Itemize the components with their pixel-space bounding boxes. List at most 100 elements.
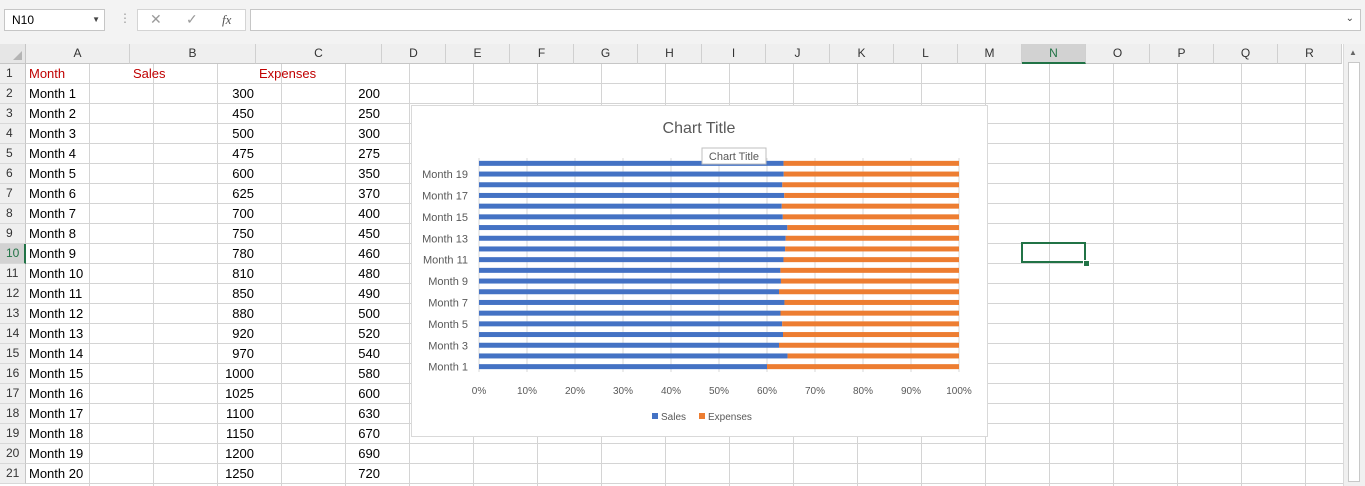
row-header-9[interactable]: 9 xyxy=(0,224,26,244)
data-cell[interactable]: Month 13 xyxy=(29,326,84,341)
data-cell[interactable]: 490 xyxy=(358,286,380,301)
data-cell[interactable]: Month 16 xyxy=(29,386,84,401)
data-cell[interactable]: Month 12 xyxy=(29,306,84,321)
data-cell[interactable]: 625 xyxy=(232,186,254,201)
row-header-21[interactable]: 21 xyxy=(0,464,26,484)
row-header-12[interactable]: 12 xyxy=(0,284,26,304)
column-header-l[interactable]: L xyxy=(894,44,958,64)
data-cell[interactable]: Month 17 xyxy=(29,406,84,421)
column-header-k[interactable]: K xyxy=(830,44,894,64)
data-cell[interactable]: 700 xyxy=(232,206,254,221)
data-cell[interactable]: 600 xyxy=(232,166,254,181)
row-header-4[interactable]: 4 xyxy=(0,124,26,144)
data-cell[interactable]: 300 xyxy=(232,86,254,101)
data-cell[interactable]: 880 xyxy=(232,306,254,321)
data-cell[interactable]: Month 3 xyxy=(29,126,76,141)
scrollbar-thumb[interactable] xyxy=(1348,62,1360,482)
data-cell[interactable]: 600 xyxy=(358,386,380,401)
row-header-5[interactable]: 5 xyxy=(0,144,26,164)
name-box[interactable]: N10 ▼ xyxy=(4,9,105,31)
scroll-up-icon[interactable]: ▲ xyxy=(1349,48,1357,57)
data-cell[interactable]: 1250 xyxy=(225,466,254,481)
data-cell[interactable]: Month 18 xyxy=(29,426,84,441)
column-header-d[interactable]: D xyxy=(382,44,446,64)
column-header-b[interactable]: B xyxy=(130,44,256,64)
data-cell[interactable]: Month 11 xyxy=(29,286,83,301)
data-cell[interactable]: 450 xyxy=(232,106,254,121)
select-all-button[interactable] xyxy=(0,44,26,64)
active-cell[interactable] xyxy=(1021,242,1086,263)
row-header-14[interactable]: 14 xyxy=(0,324,26,344)
fill-handle[interactable] xyxy=(1083,260,1090,267)
data-cell[interactable]: 350 xyxy=(358,166,380,181)
data-cell[interactable]: 1200 xyxy=(225,446,254,461)
data-cell[interactable]: Month 7 xyxy=(29,206,76,221)
header-cell[interactable]: Sales xyxy=(133,66,166,81)
data-cell[interactable]: Month 1 xyxy=(29,86,76,101)
column-header-r[interactable]: R xyxy=(1278,44,1342,64)
cancel-icon[interactable]: ✕ xyxy=(150,11,162,27)
data-cell[interactable]: 480 xyxy=(358,266,380,281)
row-header-11[interactable]: 11 xyxy=(0,264,26,284)
row-header-1[interactable]: 1 xyxy=(0,64,26,84)
row-header-16[interactable]: 16 xyxy=(0,364,26,384)
column-header-h[interactable]: H xyxy=(638,44,702,64)
column-header-c[interactable]: C xyxy=(256,44,382,64)
data-cell[interactable]: 780 xyxy=(232,246,254,261)
row-header-2[interactable]: 2 xyxy=(0,84,26,104)
data-cell[interactable]: 1100 xyxy=(226,406,254,421)
row-header-13[interactable]: 13 xyxy=(0,304,26,324)
data-cell[interactable]: 690 xyxy=(358,446,380,461)
data-cell[interactable]: 200 xyxy=(358,86,380,101)
row-header-20[interactable]: 20 xyxy=(0,444,26,464)
data-cell[interactable]: 500 xyxy=(232,126,254,141)
data-cell[interactable]: 1150 xyxy=(226,426,254,441)
data-cell[interactable]: Month 8 xyxy=(29,226,76,241)
data-cell[interactable]: Month 2 xyxy=(29,106,76,121)
row-header-15[interactable]: 15 xyxy=(0,344,26,364)
data-cell[interactable]: Month 9 xyxy=(29,246,76,261)
column-header-m[interactable]: M xyxy=(958,44,1022,64)
column-header-n[interactable]: N xyxy=(1022,44,1086,64)
data-cell[interactable]: 450 xyxy=(358,226,380,241)
data-cell[interactable]: 540 xyxy=(358,346,380,361)
data-cell[interactable]: 460 xyxy=(358,246,380,261)
data-cell[interactable]: 275 xyxy=(358,146,380,161)
chart[interactable]: 0% 10% 20% 30% 40% 50% 60% 70% 80% 90% 100% Month 1… xyxy=(411,105,988,437)
column-header-q[interactable]: Q xyxy=(1214,44,1278,64)
column-header-a[interactable]: A xyxy=(26,44,130,64)
data-cell[interactable]: 580 xyxy=(358,366,380,381)
data-cell[interactable]: 500 xyxy=(358,306,380,321)
row-header-10[interactable]: 10 xyxy=(0,244,26,264)
data-cell[interactable]: 720 xyxy=(358,466,380,481)
formula-input[interactable]: ⌄ xyxy=(250,9,1361,31)
data-cell[interactable]: Month 19 xyxy=(29,446,84,461)
data-cell[interactable]: 520 xyxy=(358,326,380,341)
data-cell[interactable]: 300 xyxy=(358,126,380,141)
column-header-o[interactable]: O xyxy=(1086,44,1150,64)
data-cell[interactable]: 370 xyxy=(358,186,380,201)
data-cell[interactable]: Month 15 xyxy=(29,366,84,381)
expand-formula-icon[interactable]: ⌄ xyxy=(1345,13,1354,24)
header-cell[interactable]: Month xyxy=(29,66,66,81)
column-header-f[interactable]: F xyxy=(510,44,574,64)
column-header-e[interactable]: E xyxy=(446,44,510,64)
drag-handle-icon[interactable]: ⋮ xyxy=(119,11,131,25)
header-cell[interactable]: Expenses xyxy=(259,66,317,81)
data-cell[interactable]: Month 20 xyxy=(29,466,84,481)
row-header-18[interactable]: 18 xyxy=(0,404,26,424)
row-header-8[interactable]: 8 xyxy=(0,204,26,224)
row-header-19[interactable]: 19 xyxy=(0,424,26,444)
column-header-j[interactable]: J xyxy=(766,44,830,64)
function-icon[interactable]: fx xyxy=(222,12,232,27)
data-cell[interactable]: 630 xyxy=(358,406,380,421)
data-cell[interactable]: 250 xyxy=(358,106,380,121)
data-cell[interactable]: Month 5 xyxy=(29,166,76,181)
chevron-down-icon[interactable]: ▼ xyxy=(92,15,100,24)
data-cell[interactable]: 400 xyxy=(358,206,380,221)
data-cell[interactable]: 920 xyxy=(232,326,254,341)
column-header-i[interactable]: I xyxy=(702,44,766,64)
row-header-6[interactable]: 6 xyxy=(0,164,26,184)
data-cell[interactable]: 810 xyxy=(232,266,254,281)
data-cell[interactable]: 750 xyxy=(232,226,254,241)
